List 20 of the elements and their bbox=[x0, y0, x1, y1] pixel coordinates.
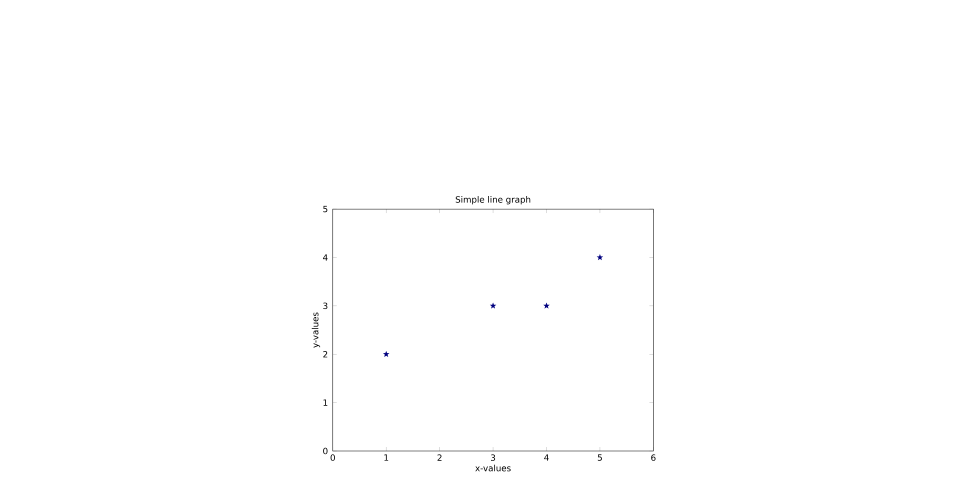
y-tick-label: 0 bbox=[323, 448, 328, 454]
x-tick-label: 3 bbox=[490, 454, 496, 461]
chart-title: Simple line graph bbox=[456, 196, 530, 204]
x-tick-label: 2 bbox=[438, 454, 442, 461]
y-axis-title: y-values bbox=[312, 312, 320, 348]
y-tick-label: 1 bbox=[324, 400, 328, 406]
y-tick-label: 3 bbox=[323, 302, 328, 310]
y-tick-label: 4 bbox=[323, 254, 328, 261]
point bbox=[383, 351, 389, 357]
x-tick-label: 5 bbox=[598, 454, 602, 461]
y-tick-label: 2 bbox=[323, 351, 328, 358]
y-tick-label: 5 bbox=[323, 206, 328, 212]
x-tick-label: 4 bbox=[544, 454, 549, 461]
point bbox=[490, 303, 496, 308]
x-tick-label: 0 bbox=[330, 454, 335, 461]
point bbox=[597, 254, 603, 260]
x-tick-label: 6 bbox=[651, 454, 656, 461]
point bbox=[544, 303, 550, 308]
x-tick-label: 1 bbox=[384, 454, 388, 461]
x-axis-title: x-values bbox=[475, 464, 511, 472]
